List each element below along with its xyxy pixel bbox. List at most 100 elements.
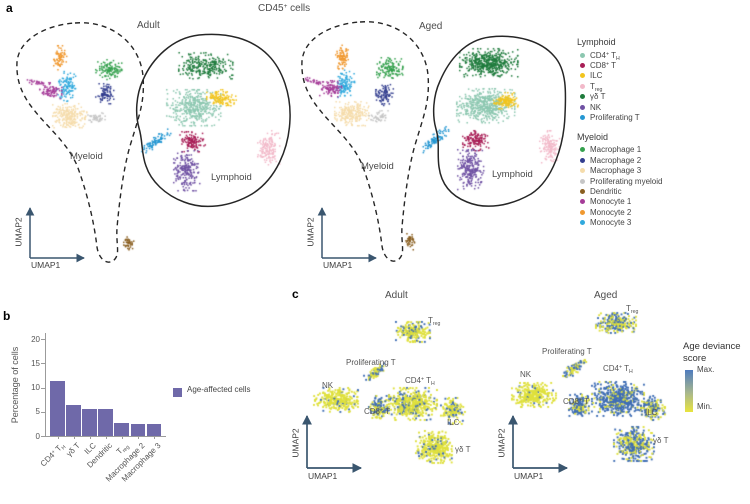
cluster-label: γδ T xyxy=(653,436,669,445)
umap1-label: UMAP1 xyxy=(323,260,353,270)
cluster-label: ILC xyxy=(447,418,460,427)
x-tick xyxy=(121,436,123,439)
legend-color-dot xyxy=(580,220,585,226)
legend-item: CD4+ TH xyxy=(577,50,749,61)
cluster-label: NK xyxy=(322,381,334,390)
panel-label-a: a xyxy=(6,1,13,15)
legend-item: Proliferating T xyxy=(577,112,749,122)
legend-group-header: Lymphoid xyxy=(577,37,616,47)
legend-item: Macrophage 2 xyxy=(577,155,749,165)
umap-axes-c-aged xyxy=(508,414,569,473)
legend-item: CD8+ T xyxy=(577,60,749,70)
umap-axes-c-adult xyxy=(302,414,363,473)
legend-item: ILC xyxy=(577,71,749,81)
y-tick-label: 0 xyxy=(35,431,40,441)
panel-label-b: b xyxy=(3,309,11,323)
cluster-label: Treg xyxy=(626,304,639,315)
legend-item-label: Macrophage 1 xyxy=(590,145,642,155)
cluster-label: Proliferating T xyxy=(542,347,592,356)
myeloid-outline-aged xyxy=(301,21,430,262)
y-tick xyxy=(41,411,45,413)
region-label-myeloid-aged: Myeloid xyxy=(361,161,394,172)
umap2-label: UMAP2 xyxy=(290,428,301,458)
legend-item-label: γδ T xyxy=(590,92,606,102)
y-tick xyxy=(41,387,45,389)
cluster-label: Treg xyxy=(428,316,441,327)
figure-title: CD45+ cells xyxy=(258,3,311,14)
bar xyxy=(146,423,162,436)
bar xyxy=(114,422,129,436)
bar xyxy=(130,423,145,436)
legend-item-label: Monocyte 1 xyxy=(590,197,632,207)
x-tick xyxy=(89,436,91,439)
y-tick xyxy=(41,363,45,365)
lymphoid-outline-adult xyxy=(135,33,291,208)
legend-color-dot xyxy=(580,168,585,174)
legend-item: Monocyte 2 xyxy=(577,207,749,217)
y-tick xyxy=(41,436,45,437)
legend-item: Macrophage 3 xyxy=(577,166,749,176)
bar-legend-label: Age-affected cells xyxy=(187,385,251,394)
x-axis-line xyxy=(45,436,166,437)
legend-color-dot xyxy=(580,115,585,121)
legend-color-dot xyxy=(580,199,585,205)
y-tick-label: 15 xyxy=(31,358,40,368)
legend-color-dot xyxy=(580,178,585,184)
legend-item-label: Proliferating myeloid xyxy=(590,176,663,186)
x-tick xyxy=(73,436,75,439)
cluster-label: CD8+ T xyxy=(364,407,391,416)
umap2-label: UMAP2 xyxy=(305,217,316,247)
cluster-label: ILC xyxy=(645,408,658,417)
group-title-aged: Aged xyxy=(419,21,443,32)
colorbar-min-label: Min. xyxy=(697,402,713,411)
colorbar-title: Age deviance score xyxy=(683,341,741,364)
cell-type-legend: Lymphoid CD4+ TH CD8+ T ILC Treg γδ T NK Prolif… xyxy=(577,37,749,237)
legend-color-dot xyxy=(580,52,585,58)
region-label-lymphoid-adult: Lymphoid xyxy=(211,172,252,183)
legend-group: Myeloid Macrophage 1 Macrophage 2 Macrophag… xyxy=(577,132,749,228)
umap2-label: UMAP2 xyxy=(13,217,24,247)
umap1-label: UMAP1 xyxy=(514,471,544,481)
bar xyxy=(98,409,113,436)
y-tick-label: 10 xyxy=(31,383,40,392)
legend-color-dot xyxy=(580,73,585,79)
legend-color-dot xyxy=(580,83,585,89)
x-tick xyxy=(137,436,139,439)
x-tick xyxy=(105,436,107,439)
legend-item-label: CD8+ T xyxy=(590,61,617,71)
bar xyxy=(82,408,97,436)
colorbar-gradient xyxy=(685,370,693,412)
cluster-label: CD8+ T xyxy=(563,397,590,406)
x-tick xyxy=(153,436,155,439)
colorbar-max-label: Max. xyxy=(697,365,715,374)
panel-label-c: c xyxy=(292,287,299,301)
legend-item: Monocyte 3 xyxy=(577,217,749,227)
legend-item-label: Proliferating T xyxy=(590,113,640,123)
bar-ylabel: Percentage of cells xyxy=(10,346,21,424)
bar-legend-swatch xyxy=(173,388,182,397)
legend-group-header: Myeloid xyxy=(577,131,609,142)
legend-item-label: Dendritic xyxy=(590,186,622,196)
region-label-myeloid-adult: Myeloid xyxy=(70,151,103,162)
y-axis-line xyxy=(45,333,46,436)
umap-axes-a-adult xyxy=(25,207,85,263)
lymphoid-outline-aged xyxy=(432,35,567,207)
umap-axes-a-aged xyxy=(317,207,377,263)
legend-item: Treg xyxy=(577,81,749,92)
legend-color-dot xyxy=(580,209,585,215)
x-tick xyxy=(57,436,59,439)
group-title-c-aged: Aged xyxy=(594,290,618,301)
bar xyxy=(66,404,81,436)
cluster-label: CD4+ TH xyxy=(603,364,633,375)
group-title-adult: Adult xyxy=(137,20,160,31)
y-tick xyxy=(41,339,45,340)
legend-item-label: NK xyxy=(590,102,602,112)
legend-color-dot xyxy=(580,157,585,163)
y-tick-label: 20 xyxy=(31,334,40,344)
group-title-c-adult: Adult xyxy=(385,290,408,301)
y-tick-label: 5 xyxy=(35,407,40,417)
umap1-label: UMAP1 xyxy=(308,471,338,481)
